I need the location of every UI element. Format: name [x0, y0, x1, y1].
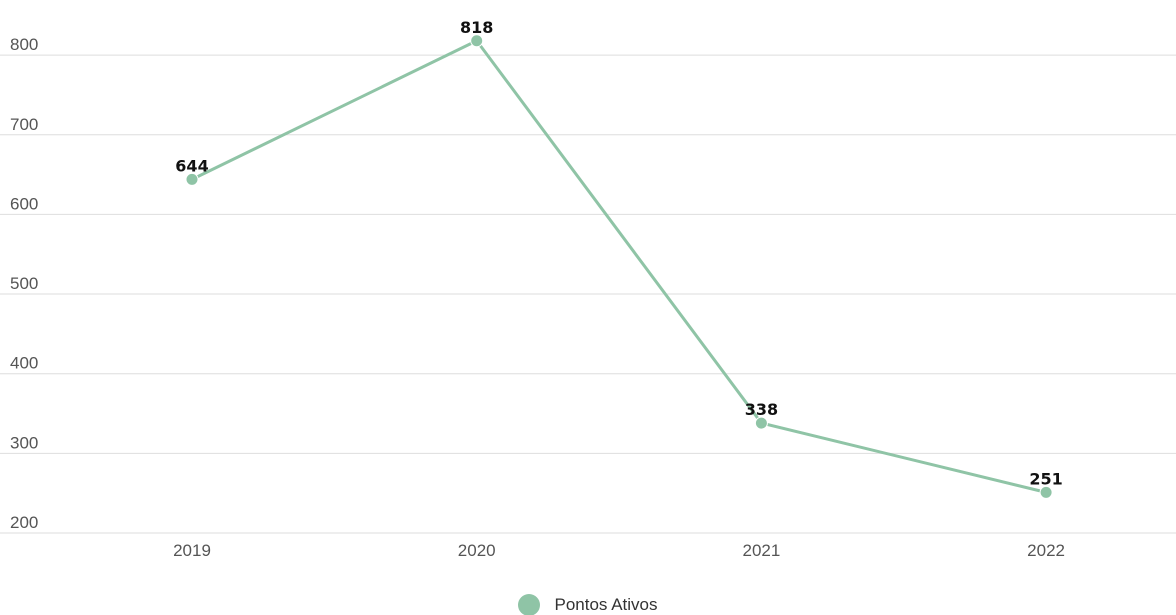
- y-tick-label: 300: [10, 433, 38, 452]
- legend-swatch: [518, 594, 541, 615]
- data-point: [185, 172, 199, 186]
- y-tick-label: 700: [10, 115, 38, 134]
- y-tick-label: 400: [10, 354, 38, 373]
- y-tick-label: 600: [10, 194, 38, 213]
- data-point: [470, 34, 484, 48]
- data-label: 251: [1029, 469, 1062, 488]
- legend-label: Pontos Ativos: [554, 595, 658, 614]
- y-tick-label: 500: [10, 274, 38, 293]
- x-tick-label: 2019: [173, 541, 211, 560]
- x-tick-label: 2021: [742, 541, 780, 560]
- y-tick-label: 200: [10, 513, 38, 532]
- data-point: [754, 416, 768, 430]
- x-tick-label: 2020: [458, 541, 496, 560]
- series-line: [191, 39, 1047, 494]
- data-point: [1039, 485, 1053, 499]
- legend: Pontos Ativos: [0, 594, 1176, 615]
- data-label: 818: [460, 18, 493, 37]
- y-tick-label: 800: [10, 35, 38, 54]
- line-chart: 200 300 400 500 600 700 800 2019 2020 2021 2022 644…: [0, 18, 1176, 560]
- data-label: 644: [175, 156, 208, 175]
- data-label: 338: [745, 400, 778, 419]
- x-tick-label: 2022: [1027, 541, 1065, 560]
